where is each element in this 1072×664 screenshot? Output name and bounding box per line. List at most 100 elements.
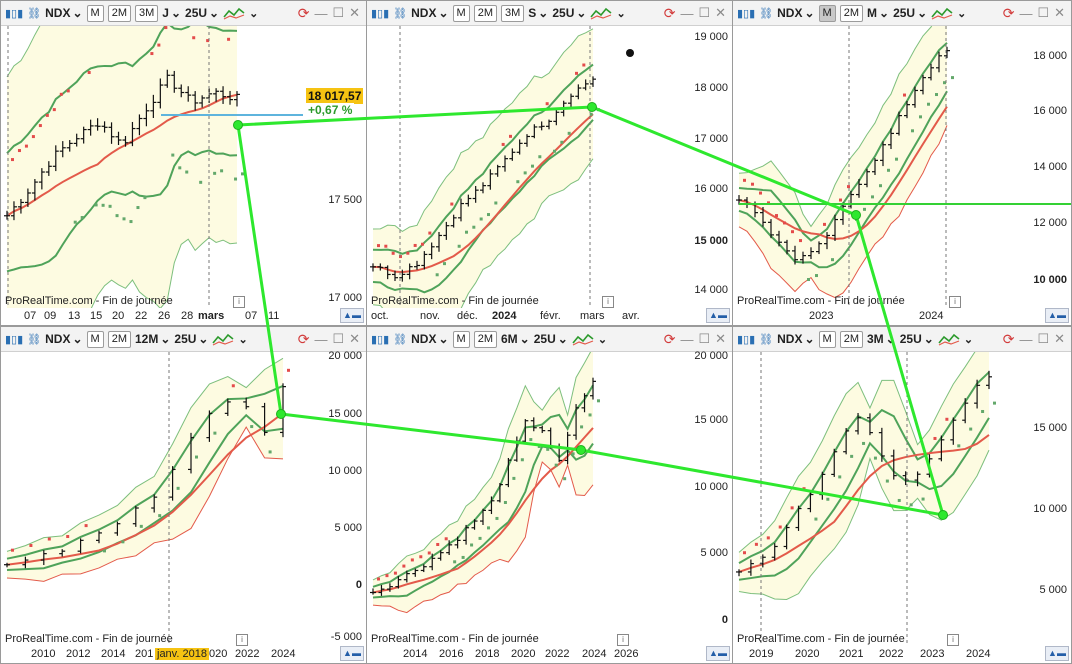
maximize-icon[interactable]: ☐ (698, 5, 711, 20)
close-icon[interactable]: ✕ (349, 5, 360, 20)
maximize-icon[interactable]: ☐ (332, 5, 345, 20)
chart-type-icon[interactable]: ▮▯▮ (5, 7, 24, 20)
chevron-down-icon[interactable]: ⌄ (249, 7, 259, 20)
chart-type-icon[interactable]: ▮▯▮ (371, 333, 390, 346)
chart-panel-p4[interactable]: ▮▯▮ ⛓ NDX ⌄ M 2M 12M ⌄ 25U ⌄ ⌄ ⟳ — ☐ ✕ 20 000 15 000 10 0… (0, 326, 367, 664)
indicators-icon[interactable] (223, 5, 245, 21)
period-selector[interactable]: M ⌄ (867, 6, 889, 20)
indicators-icon[interactable] (590, 5, 612, 21)
symbol-selector[interactable]: NDX ⌄ (45, 332, 82, 346)
info-icon[interactable]: i (602, 296, 614, 308)
info-icon[interactable]: i (949, 296, 961, 308)
refresh-icon[interactable]: ⟳ (663, 330, 676, 347)
period-button-2m[interactable]: 2M (839, 4, 863, 22)
period-button-3m[interactable]: 3M (501, 4, 525, 22)
units-selector[interactable]: 25U ⌄ (900, 332, 934, 346)
link-icon[interactable]: ⛓ (393, 7, 408, 20)
maximize-icon[interactable]: ☐ (332, 331, 345, 346)
minimize-icon[interactable]: — (1019, 331, 1033, 347)
time-axis[interactable]: oct. nov. déc. 2024 févr. mars avr. (367, 308, 732, 325)
refresh-icon[interactable]: ⟳ (1002, 4, 1015, 21)
period-button-2m[interactable]: 2M (473, 330, 497, 348)
price-axis[interactable]: 17 500 17 000 (303, 26, 366, 310)
minimize-icon[interactable]: — (314, 5, 328, 21)
price-chart[interactable] (1, 352, 306, 648)
info-icon[interactable]: i (236, 634, 248, 646)
price-chart[interactable] (1, 26, 303, 310)
chart-type-icon[interactable]: ▮▯▮ (737, 7, 756, 20)
period-button-3m[interactable]: 3M (135, 4, 159, 22)
period-button-m[interactable]: M (452, 4, 470, 22)
chart-type-icon[interactable]: ▮▯▮ (737, 333, 756, 346)
period-button-2m[interactable]: 2M (839, 330, 863, 348)
link-icon[interactable]: ⛓ (27, 333, 42, 346)
scroll-to-latest-icon[interactable]: ▲▬ (706, 308, 730, 323)
period-selector[interactable]: J ⌄ (162, 6, 181, 20)
period-button-m[interactable]: M (86, 330, 104, 348)
chevron-down-icon[interactable]: ⌄ (238, 333, 248, 346)
indicators-icon[interactable] (212, 331, 234, 347)
link-icon[interactable]: ⛓ (759, 7, 774, 20)
price-chart[interactable] (367, 352, 687, 648)
time-axis[interactable]: 2014 2016 2018 2020 2022 2024 2026 (367, 646, 732, 663)
units-selector[interactable]: 25U ⌄ (534, 332, 568, 346)
price-chart[interactable] (733, 352, 1017, 648)
price-chart[interactable] (367, 26, 672, 310)
minimize-icon[interactable]: — (680, 5, 694, 21)
close-icon[interactable]: ✕ (715, 331, 726, 346)
symbol-selector[interactable]: NDX ⌄ (411, 332, 448, 346)
units-selector[interactable]: 25U ⌄ (174, 332, 208, 346)
link-icon[interactable]: ⛓ (393, 333, 408, 346)
info-icon[interactable]: i (947, 634, 959, 646)
period-button-m[interactable]: M (818, 4, 836, 22)
time-axis[interactable]: 2019 2020 2021 2022 2023 2024 (733, 646, 1071, 663)
price-axis[interactable]: 15 000 10 000 5 000 (1017, 352, 1071, 648)
period-selector[interactable]: 3M ⌄ (867, 332, 896, 346)
time-axis[interactable]: 2010 2012 2014 201 020 2022 2024 janv. 2018 (1, 646, 366, 663)
period-button-m[interactable]: M (452, 330, 470, 348)
chevron-down-icon[interactable]: ⌄ (616, 7, 626, 20)
chevron-down-icon[interactable]: ⌄ (963, 333, 974, 346)
close-icon[interactable]: ✕ (1054, 331, 1065, 346)
maximize-icon[interactable]: ☐ (698, 331, 711, 346)
minimize-icon[interactable]: — (314, 331, 328, 347)
period-selector[interactable]: 6M ⌄ (501, 332, 530, 346)
units-selector[interactable]: 25U ⌄ (552, 6, 586, 20)
units-selector[interactable]: 25U ⌄ (185, 6, 219, 20)
alert-marker[interactable] (626, 49, 634, 57)
price-axis[interactable]: 18 000 16 000 14 000 12 000 10 000 (1019, 26, 1071, 310)
info-icon[interactable]: i (617, 634, 629, 646)
chart-type-icon[interactable]: ▮▯▮ (371, 7, 390, 20)
symbol-selector[interactable]: NDX ⌄ (411, 6, 448, 20)
units-selector[interactable]: 25U ⌄ (893, 6, 927, 20)
scroll-to-latest-icon[interactable]: ▲▬ (340, 646, 364, 661)
indicators-icon[interactable] (931, 5, 953, 21)
info-icon[interactable]: i (233, 296, 245, 308)
time-axis[interactable]: 07 09 13 15 20 22 26 28 mars 07 11 (1, 308, 366, 325)
maximize-icon[interactable]: ☐ (1037, 331, 1050, 346)
chart-panel-p6[interactable]: ▮▯▮ ⛓ NDX ⌄ M 2M 3M ⌄ 25U ⌄ ⌄ ⟳ — ☐ ✕ 15 000 10 000 5 000… (732, 326, 1072, 664)
period-button-m[interactable]: M (818, 330, 836, 348)
chart-panel-p5[interactable]: ▮▯▮ ⛓ NDX ⌄ M 2M 6M ⌄ 25U ⌄ ⌄ ⟳ — ☐ ✕ 20 000 15 000 10 00… (366, 326, 733, 664)
period-button-2m[interactable]: 2M (107, 330, 131, 348)
refresh-icon[interactable]: ⟳ (663, 4, 676, 21)
link-icon[interactable]: ⛓ (27, 7, 42, 20)
period-button-2m[interactable]: 2M (473, 4, 497, 22)
price-chart[interactable] (733, 26, 1019, 310)
price-axis[interactable]: 20 000 15 000 10 000 5 000 0 -5 000 (306, 350, 366, 648)
chevron-down-icon[interactable]: ⌄ (957, 7, 967, 20)
minimize-icon[interactable]: — (680, 331, 694, 347)
period-selector[interactable]: 12M ⌄ (135, 332, 170, 346)
scroll-to-latest-icon[interactable]: ▲▬ (340, 308, 364, 323)
scroll-to-latest-icon[interactable]: ▲▬ (1045, 308, 1069, 323)
refresh-icon[interactable]: ⟳ (1002, 330, 1015, 347)
chart-panel-p2[interactable]: ▮▯▮ ⛓ NDX ⌄ M 2M 3M S ⌄ 25U ⌄ ⌄ ⟳ — ☐ ✕ 19 000 18 000 17 0… (366, 0, 733, 326)
minimize-icon[interactable]: — (1019, 5, 1033, 21)
symbol-selector[interactable]: NDX ⌄ (777, 332, 814, 346)
period-button-2m[interactable]: 2M (107, 4, 131, 22)
close-icon[interactable]: ✕ (1054, 5, 1065, 20)
chart-panel-p3[interactable]: ▮▯▮ ⛓ NDX ⌄ M 2M M ⌄ 25U ⌄ ⌄ ⟳ — ☐ ✕ 18 000 16 000 14 000… (732, 0, 1072, 326)
period-selector[interactable]: S ⌄ (528, 6, 548, 20)
symbol-selector[interactable]: NDX ⌄ (45, 6, 82, 20)
close-icon[interactable]: ✕ (349, 331, 360, 346)
